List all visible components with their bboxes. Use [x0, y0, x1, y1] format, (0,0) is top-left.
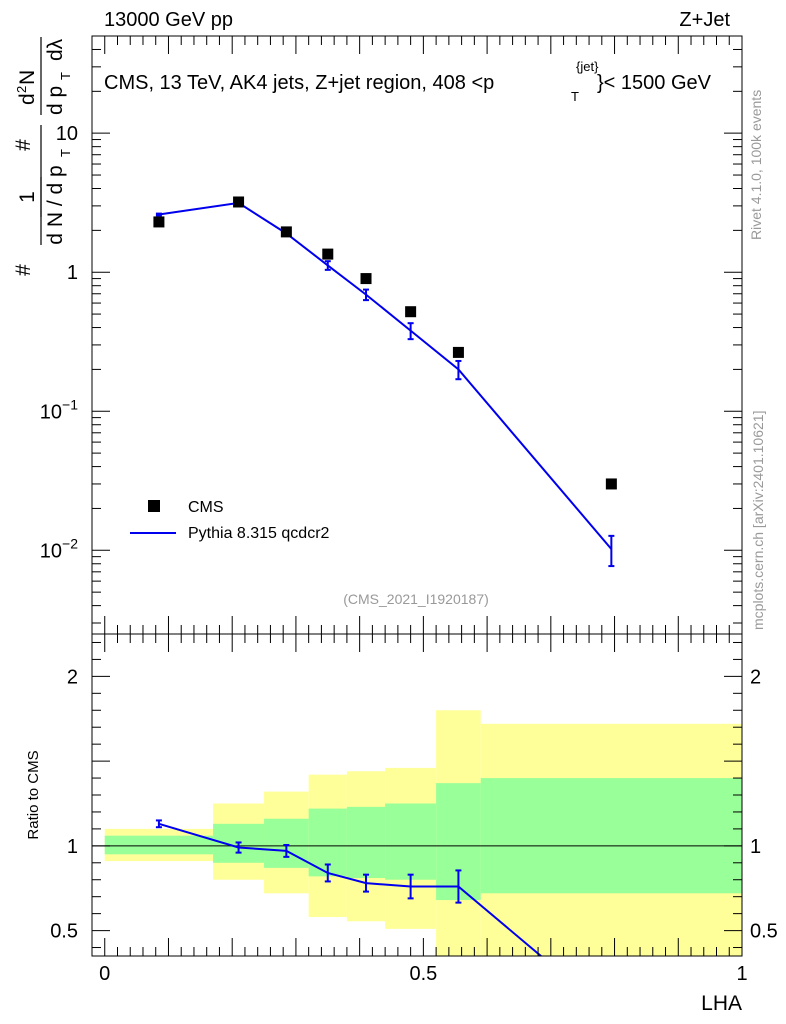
rivet-side-label: Rivet 4.1.0, 100k events	[748, 90, 764, 240]
main-axis-ticks	[92, 35, 743, 634]
plot-title-suffix: }< 1500 GeV	[597, 72, 712, 94]
x-tick-labels: 0 0.5 1	[99, 963, 747, 985]
x-axis-label: LHA	[701, 992, 742, 1015]
y-tick-label: 10−2	[40, 535, 78, 562]
y-axis-label-one: 1	[16, 191, 39, 203]
cms-data-point	[153, 216, 165, 228]
plot-title: CMS, 13 TeV, AK4 jets, Z+jet region, 408…	[104, 72, 494, 94]
ratio-band-inner-bin	[480, 778, 742, 894]
cms-data-point	[405, 306, 417, 318]
mcplots-side-label: mcplots.cern.ch [arXiv:2401.10621]	[750, 411, 766, 630]
ratio-band-inner	[104, 778, 742, 901]
ratio-band-inner-bin	[346, 806, 386, 879]
ratio-y-tick-label-left: 1	[67, 836, 78, 858]
ratio-y-tick-labels: 2 2 1 1 0.5 0.5	[50, 666, 778, 942]
legend-cms-label: CMS	[188, 499, 224, 516]
y-tick-label: 10−1	[40, 396, 78, 423]
ratio-band-inner-bin	[385, 803, 437, 880]
y-axis-label-dlambda: dλ	[44, 38, 67, 61]
cms-data-point	[360, 273, 372, 285]
ratio-y-tick-label-right: 1	[750, 836, 761, 858]
cms-data-point	[280, 226, 292, 238]
legend: CMS Pythia 8.315 qcdcr2	[130, 499, 330, 542]
plot-title-superscript: {jet}	[576, 59, 599, 74]
y-axis-label-sup-2: 2	[14, 86, 29, 93]
cms-data-point	[605, 478, 617, 490]
y-tick-label: 1	[67, 262, 78, 284]
plot-title-subscript: T	[571, 89, 579, 104]
legend-cms-marker	[148, 500, 160, 512]
y-axis-label-sub-t-1: T	[58, 149, 73, 157]
y-axis-label: # 1 d N / d p T # d 2 N d p T dλ	[12, 37, 73, 276]
y-axis-label-dpt: d p	[44, 86, 67, 115]
ratio-y-tick-label-right: 2	[750, 666, 761, 688]
ratio-band-inner-bin	[104, 835, 214, 855]
main-y-tick-labels: 10 1 10−1 10−2	[40, 123, 78, 562]
cms-series-main	[153, 196, 617, 490]
y-tick-label: 10	[56, 123, 78, 145]
x-tick-label: 1	[736, 963, 747, 985]
y-axis-label-numerator-d: d	[16, 93, 39, 105]
x-tick-label: 0	[99, 963, 110, 985]
y-axis-label-sub-t-2: T	[58, 72, 73, 80]
analysis-watermark: (CMS_2021_I1920187)	[343, 591, 489, 607]
ratio-y-tick-label-left: 0.5	[50, 921, 78, 943]
ratio-y-axis-label: Ratio to CMS	[25, 750, 42, 839]
y-axis-label-denominator: d N / d p	[44, 165, 67, 244]
ratio-band-inner-bin	[264, 818, 309, 868]
pythia-series-main	[155, 200, 615, 568]
ratio-y-tick-label-left: 2	[67, 666, 78, 688]
ratio-axis-ticks	[92, 634, 743, 956]
header-left: 13000 GeV pp	[104, 9, 233, 31]
x-tick-label: 0.5	[409, 963, 437, 985]
ratio-y-tick-label-right: 0.5	[750, 921, 778, 943]
header-right: Z+Jet	[679, 9, 730, 31]
pythia-ratio-line	[158, 822, 543, 956]
pythia-line	[158, 201, 613, 550]
cms-data-point	[452, 346, 464, 358]
legend-pythia-label: Pythia 8.315 qcdcr2	[188, 525, 330, 542]
y-axis-label-numerator-n: N	[16, 70, 39, 85]
y-axis-label-hash-1: #	[12, 264, 35, 276]
cms-data-point	[233, 196, 245, 208]
pythia-series-ratio	[155, 819, 543, 956]
y-axis-label-hash-2: #	[12, 139, 35, 151]
cms-data-point	[322, 248, 334, 260]
